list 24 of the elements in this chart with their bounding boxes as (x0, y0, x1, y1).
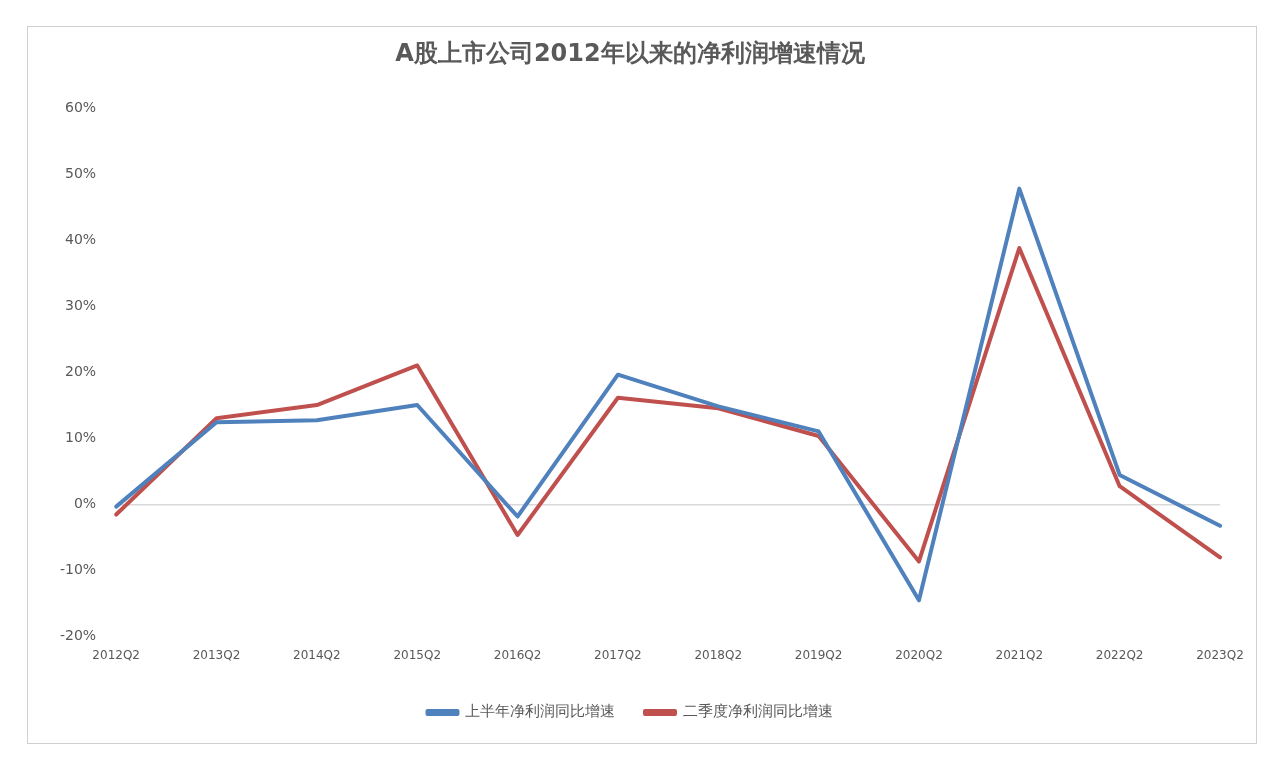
y-tick-label: 20% (65, 363, 97, 380)
y-tick-label: 0% (73, 495, 97, 512)
x-tick-label: 2023Q2 (1196, 647, 1244, 662)
legend-label: 上半年净利润同比增速 (465, 702, 615, 721)
x-tick-label: 2017Q2 (594, 647, 642, 662)
y-tick-label: 40% (65, 231, 97, 248)
x-tick-label: 2012Q2 (92, 647, 140, 662)
y-tick-label: -20% (60, 627, 97, 644)
y-tick-label: 30% (65, 297, 97, 314)
x-tick-label: 2014Q2 (293, 647, 341, 662)
y-tick-label: 60% (65, 99, 97, 116)
chart-title: A股上市公司2012年以来的净利润增速情况 (395, 38, 866, 67)
x-tick-label: 2018Q2 (694, 647, 743, 662)
x-tick-label: 2013Q2 (192, 647, 241, 662)
y-tick-label: 50% (65, 165, 97, 182)
x-tick-label: 2022Q2 (1095, 647, 1144, 662)
x-tick-label: 2019Q2 (794, 647, 843, 662)
x-tick-label: 2021Q2 (995, 647, 1044, 662)
y-tick-label: -10% (60, 561, 97, 578)
x-tick-label: 2015Q2 (393, 647, 442, 662)
y-tick-label: 10% (65, 429, 97, 446)
x-tick-label: 2020Q2 (895, 647, 943, 662)
legend-label: 二季度净利润同比增速 (682, 702, 833, 721)
x-tick-label: 2016Q2 (493, 647, 542, 662)
